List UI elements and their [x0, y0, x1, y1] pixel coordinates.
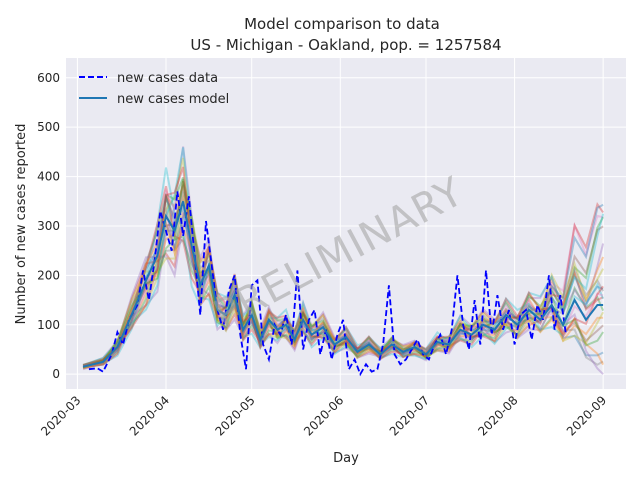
y-axis-label: Number of new cases reported [14, 124, 29, 325]
y-tick-label: 300 [37, 219, 60, 233]
grid [66, 58, 626, 389]
x-axis-label: Day [333, 451, 359, 466]
model-ensemble-line [82, 146, 605, 367]
legend-label-data: new cases data [117, 71, 218, 86]
series-line-model [82, 201, 604, 368]
model-ensemble-line [82, 191, 604, 369]
y-tick-label: 600 [37, 71, 60, 85]
series-line-data [88, 191, 567, 377]
model-ensemble-line [82, 203, 604, 369]
chart-subtitle: US - Michigan - Oakland, pop. = 1257584 [190, 36, 501, 54]
model-ensemble-line [82, 182, 604, 367]
y-tick-label: 400 [37, 170, 60, 184]
series-layer [82, 191, 604, 377]
model-ensemble-line [82, 209, 604, 369]
legend-label-model: new cases model [117, 92, 229, 107]
model-ensemble-line [82, 211, 604, 370]
model-ensemble-line [82, 193, 604, 368]
chart-title: Model comparison to data [244, 15, 440, 33]
model-ensemble-line [82, 167, 605, 367]
legend: new cases data new cases model [79, 71, 229, 107]
y-tick-label: 0 [52, 367, 60, 381]
model-ensemble-line [82, 178, 604, 369]
y-tick-label: 500 [37, 120, 60, 134]
y-tick-label: 200 [37, 268, 60, 282]
y-tick-label: 100 [37, 318, 60, 332]
y-tick-labels: 0 100 200 300 400 500 600 [37, 71, 60, 381]
